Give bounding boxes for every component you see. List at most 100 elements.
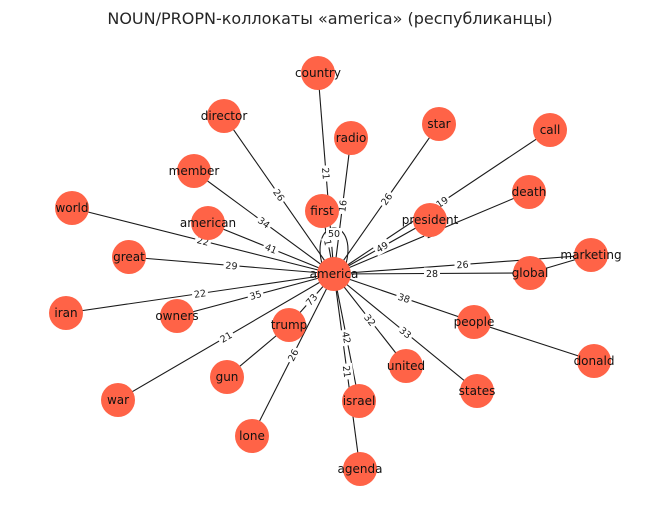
node-circle — [305, 194, 339, 228]
node-lone[interactable]: lone — [235, 419, 269, 453]
edge-weight-bg — [284, 345, 302, 365]
edge-weight-bg — [339, 328, 354, 347]
node-circle — [457, 305, 491, 339]
edge-weight-bg — [321, 236, 335, 249]
edge-weight-label: 49 — [375, 240, 391, 256]
edge-weight-bg — [360, 310, 380, 330]
edge-weight-war: 21 — [216, 327, 236, 347]
edge-weight-bg — [216, 327, 236, 347]
node-label: country — [295, 66, 341, 80]
node-circle — [389, 349, 423, 383]
edge-weight-marketing: 26 — [454, 257, 471, 272]
node-label: member — [169, 164, 220, 178]
node-director[interactable]: director — [201, 99, 248, 133]
node-trump[interactable]: trump — [271, 308, 308, 342]
edge-weight-label: 21 — [219, 330, 235, 346]
edge-weight-bg — [191, 286, 209, 301]
edge-weight-bg — [319, 165, 333, 182]
node-circle — [317, 257, 351, 291]
node-label: american — [180, 216, 236, 230]
edge-weight-label: 38 — [396, 292, 411, 306]
node-death[interactable]: death — [512, 175, 547, 209]
node-circle — [112, 240, 146, 274]
edge-weight-states: 33 — [395, 322, 416, 343]
edge-weight-self-loop: 50 — [328, 229, 340, 240]
node-country[interactable]: country — [295, 56, 341, 90]
edge-weight-bg — [246, 287, 265, 303]
edge-weight-israel: 42 — [339, 328, 354, 347]
node-label: great — [113, 250, 145, 264]
edge-weight-lone: 26 — [284, 345, 302, 365]
edge-weight-american: 41 — [261, 239, 281, 258]
node-star[interactable]: star — [422, 107, 456, 141]
edge-weight-label: 22 — [193, 288, 207, 301]
node-war[interactable]: war — [101, 383, 135, 417]
node-circle — [577, 344, 611, 378]
node-label: agenda — [338, 462, 383, 476]
edge-weight-label: 41 — [263, 242, 278, 257]
node-label: president — [402, 213, 459, 227]
node-label: marketing — [560, 248, 621, 262]
node-circle — [533, 113, 567, 147]
node-first[interactable]: first — [305, 194, 339, 228]
node-label: america — [310, 267, 359, 281]
node-call[interactable]: call — [533, 113, 567, 147]
node-owners[interactable]: owners — [155, 299, 199, 333]
node-circle — [460, 374, 494, 408]
edge-weight-united: 32 — [360, 310, 380, 330]
node-gun[interactable]: gun — [210, 360, 244, 394]
node-circle — [235, 419, 269, 453]
node-marketing[interactable]: marketing — [560, 238, 622, 272]
node-american[interactable]: american — [180, 206, 236, 240]
edge-weight-label: 26 — [456, 260, 469, 272]
node-label: world — [55, 201, 88, 215]
node-president[interactable]: president — [402, 203, 459, 237]
node-circle — [574, 238, 608, 272]
edge-people-donald — [473, 321, 595, 362]
node-label: israel — [343, 394, 376, 408]
node-circle — [343, 452, 377, 486]
edge-weight-bg — [339, 362, 355, 381]
edge-weight-bg — [223, 258, 240, 273]
edge-weight-bg — [261, 239, 281, 258]
node-label: call — [540, 123, 561, 137]
node-label: people — [454, 315, 495, 329]
node-people[interactable]: people — [454, 305, 495, 339]
node-iran[interactable]: iran — [49, 296, 83, 330]
edge-weight-label: 26 — [286, 348, 301, 364]
edge-weight-bg — [335, 197, 350, 215]
node-label: death — [512, 185, 547, 199]
edge-weight-owners: 35 — [246, 287, 265, 303]
edge-weight-label: 21 — [340, 365, 353, 378]
node-label: trump — [271, 318, 308, 332]
node-circle — [512, 175, 546, 209]
node-label: star — [427, 117, 450, 131]
node-circle — [413, 203, 447, 237]
edge-weight-member: 34 — [254, 212, 274, 233]
node-agenda[interactable]: agenda — [338, 452, 383, 486]
edge-weight-star: 26 — [376, 189, 397, 209]
graph-title: NOUN/PROPN-коллокаты «america» (республи… — [107, 9, 552, 28]
node-united[interactable]: united — [387, 349, 425, 383]
node-world[interactable]: world — [55, 191, 89, 225]
node-label: war — [107, 393, 129, 407]
edge-weight-bg — [376, 189, 397, 209]
edge-weight-iran: 22 — [191, 286, 209, 301]
node-circle — [513, 256, 547, 290]
node-circle — [210, 360, 244, 394]
edge-weight-label: 21 — [319, 167, 331, 180]
node-global[interactable]: global — [512, 256, 549, 290]
edge-weight-bg — [326, 228, 342, 240]
edge-weight-label: 28 — [426, 269, 438, 280]
node-great[interactable]: great — [112, 240, 146, 274]
edge-weight-global: 28 — [423, 267, 441, 280]
node-circle — [191, 206, 225, 240]
node-america[interactable]: america — [310, 257, 359, 291]
node-radio[interactable]: radio — [334, 121, 368, 155]
node-label: first — [310, 204, 334, 218]
node-member[interactable]: member — [169, 154, 220, 188]
node-israel[interactable]: israel — [342, 384, 376, 418]
node-states[interactable]: states — [459, 374, 496, 408]
node-donald[interactable]: donald — [574, 344, 615, 378]
node-circle — [334, 121, 368, 155]
